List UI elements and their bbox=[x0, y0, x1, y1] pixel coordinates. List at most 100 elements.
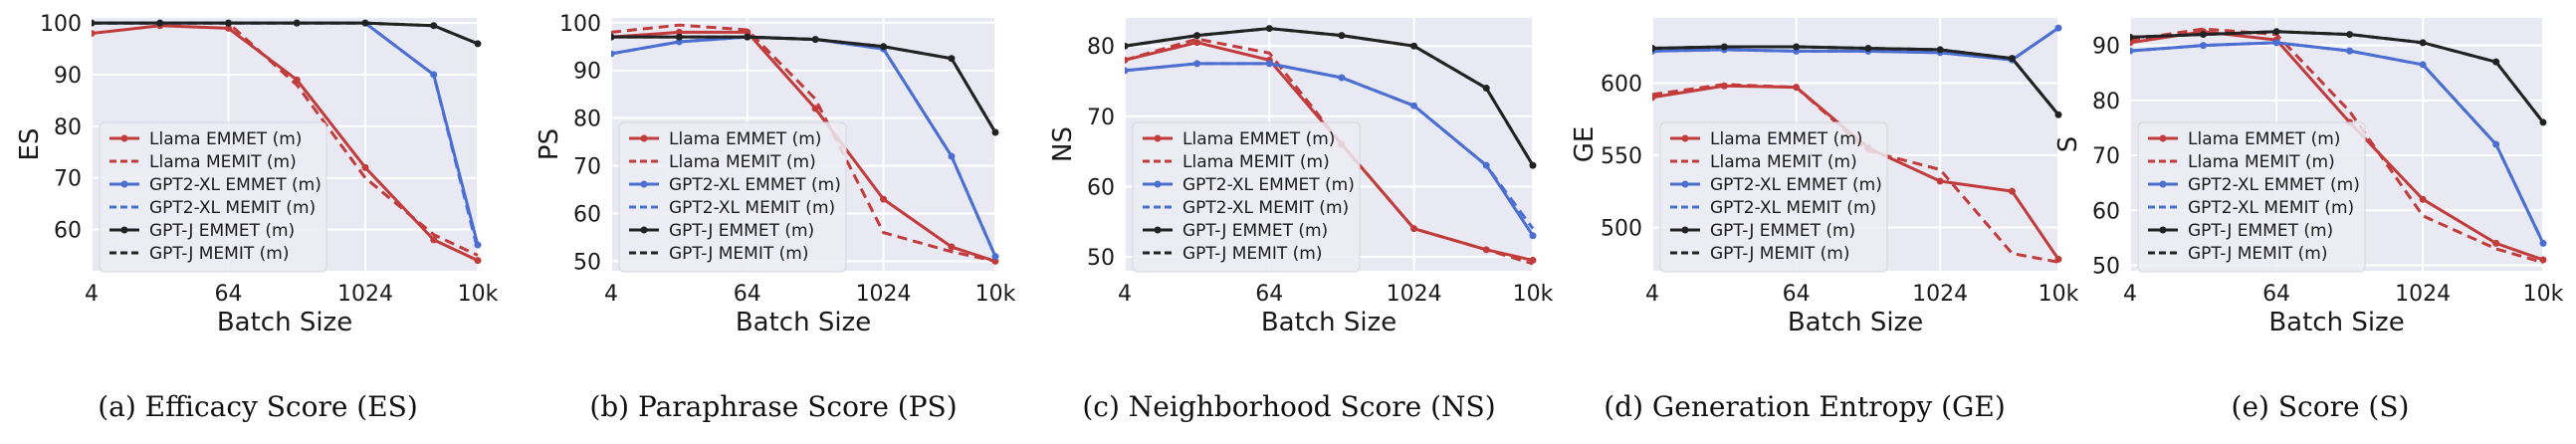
data-point bbox=[293, 19, 301, 27]
data-point bbox=[2008, 55, 2016, 63]
x-tick-label: 1024 bbox=[2395, 282, 2451, 307]
legend-label: Llama MEMIT (m) bbox=[1182, 152, 1330, 172]
x-tick-label: 64 bbox=[2262, 282, 2290, 307]
legend-marker bbox=[2159, 226, 2167, 234]
x-tick-label: 10k bbox=[975, 282, 1016, 307]
y-tick-label: 70 bbox=[2092, 144, 2120, 169]
x-tick-label: 1024 bbox=[1387, 282, 1442, 307]
y-tick-label: 100 bbox=[40, 12, 82, 37]
legend-marker bbox=[1681, 180, 1689, 188]
y-tick-label: 550 bbox=[1601, 144, 1642, 169]
legend-label: Llama MEMIT (m) bbox=[2188, 152, 2335, 172]
legend-label: GPT2-XL MEMIT (m) bbox=[1182, 198, 1349, 218]
y-tick-label: 60 bbox=[2092, 199, 2120, 224]
x-tick-label: 4 bbox=[85, 282, 99, 307]
series-line-2 bbox=[1125, 37, 1534, 266]
legend-label: GPT2-XL MEMIT (m) bbox=[1710, 198, 1876, 218]
x-tick-label: 1024 bbox=[856, 282, 912, 307]
legend-label: GPT-J MEMIT (m) bbox=[2188, 244, 2327, 264]
legend-box bbox=[1132, 121, 1361, 273]
legend-label: GPT-J MEMIT (m) bbox=[1710, 244, 1849, 264]
y-tick-label: 70 bbox=[573, 155, 601, 180]
y-tick-label: 80 bbox=[1087, 35, 1115, 60]
legend-marker bbox=[120, 226, 128, 234]
data-point bbox=[2492, 239, 2500, 247]
legend-label: GPT2-XL EMMET (m) bbox=[149, 175, 322, 195]
x-tick-label: 10k bbox=[2039, 282, 2079, 307]
data-point bbox=[1529, 232, 1537, 240]
data-point bbox=[474, 257, 482, 265]
series-line-4 bbox=[611, 35, 997, 258]
y-tick-label: 80 bbox=[2092, 90, 2120, 114]
legend-marker bbox=[120, 180, 128, 188]
y-tick-label: 90 bbox=[573, 60, 601, 85]
series-line-6 bbox=[611, 35, 997, 133]
x-tick-label: 1024 bbox=[337, 282, 393, 307]
legend-marker bbox=[1154, 226, 1162, 234]
legend-label: Llama MEMIT (m) bbox=[669, 152, 816, 172]
legend-label: GPT2-XL EMMET (m) bbox=[669, 175, 841, 195]
legend-label: GPT2-XL MEMIT (m) bbox=[149, 198, 316, 218]
legend-box bbox=[618, 121, 847, 273]
series-line-6 bbox=[1652, 45, 2060, 116]
legend-label: Llama EMMET (m) bbox=[669, 129, 821, 149]
data-point bbox=[2346, 47, 2354, 55]
data-point bbox=[2346, 31, 2354, 39]
y-tick-label: 80 bbox=[573, 108, 601, 132]
data-point bbox=[2539, 256, 2547, 264]
y-tick-label: 600 bbox=[1601, 72, 1642, 97]
x-tick-label: 10k bbox=[2523, 282, 2564, 307]
x-tick-label: 10k bbox=[458, 282, 499, 307]
y-axis-label: PS bbox=[535, 128, 564, 160]
y-tick-label: 60 bbox=[54, 219, 82, 244]
legend-label: GPT-J EMMET (m) bbox=[1182, 221, 1328, 241]
panel-caption: (e) Score (S) bbox=[2231, 390, 2410, 423]
legend-marker bbox=[640, 134, 648, 142]
legend-label: Llama EMMET (m) bbox=[2188, 129, 2340, 149]
panel-caption: (b) Paraphrase Score (PS) bbox=[589, 390, 958, 423]
x-tick-label: 4 bbox=[1118, 282, 1132, 307]
chart-svg: 60 70 80 90 100 4 64 1024 10k Batch Size ES Llama E… bbox=[15, 12, 499, 337]
legend-label: GPT2-XL EMMET (m) bbox=[2188, 175, 2360, 195]
legend-label: Llama MEMIT (m) bbox=[1710, 152, 1857, 172]
y-tick-label: 500 bbox=[1601, 216, 1642, 241]
data-point bbox=[1936, 177, 1944, 185]
x-axis-label: Batch Size bbox=[1788, 308, 1923, 337]
y-axis-label: GE bbox=[1570, 126, 1600, 163]
legend-marker bbox=[640, 180, 648, 188]
y-tick-label: 90 bbox=[2092, 35, 2120, 60]
legend-label: Llama EMMET (m) bbox=[1710, 129, 1862, 149]
legend-label: Llama EMMET (m) bbox=[149, 129, 302, 149]
y-tick-label: 70 bbox=[1087, 106, 1115, 130]
series-line-6 bbox=[92, 21, 479, 46]
y-tick-label: 50 bbox=[573, 250, 601, 275]
series-group bbox=[611, 23, 999, 265]
x-tick-label: 1024 bbox=[1912, 282, 1968, 307]
legend-label: GPT2-XL EMMET (m) bbox=[1182, 175, 1355, 195]
x-axis-label: Batch Size bbox=[2268, 308, 2404, 337]
legend-box bbox=[1659, 121, 1888, 273]
x-tick-label: 64 bbox=[1255, 282, 1283, 307]
legend-marker bbox=[640, 226, 648, 234]
legend-marker bbox=[120, 134, 128, 142]
legend-label: GPT2-XL MEMIT (m) bbox=[2188, 198, 2354, 218]
legend-label: GPT-J EMMET (m) bbox=[669, 221, 814, 241]
legend-label: GPT2-XL MEMIT (m) bbox=[669, 198, 835, 218]
data-point bbox=[991, 128, 999, 136]
data-point bbox=[92, 30, 96, 38]
y-tick-label: 100 bbox=[559, 12, 601, 37]
y-tick-label: 80 bbox=[54, 115, 82, 140]
data-point bbox=[224, 24, 232, 32]
data-point bbox=[2008, 187, 2016, 195]
legend-marker bbox=[2159, 134, 2167, 142]
y-axis-label: S bbox=[2053, 136, 2083, 153]
panel-caption: (a) Efficacy Score (ES) bbox=[98, 390, 418, 423]
chart-panel-3: 50 60 70 80 4 64 1024 10k Batch Size NS Llama EMME… bbox=[1031, 0, 1554, 444]
y-axis-label: NS bbox=[1048, 126, 1078, 162]
y-tick-label: 60 bbox=[573, 202, 601, 227]
data-point bbox=[1338, 32, 1346, 40]
chart-svg: 50 60 70 80 90 4 64 1024 10k Batch Size S Llama EMM… bbox=[2053, 18, 2564, 337]
series-group bbox=[92, 19, 482, 265]
legend-label: GPT-J EMMET (m) bbox=[1710, 221, 1855, 241]
